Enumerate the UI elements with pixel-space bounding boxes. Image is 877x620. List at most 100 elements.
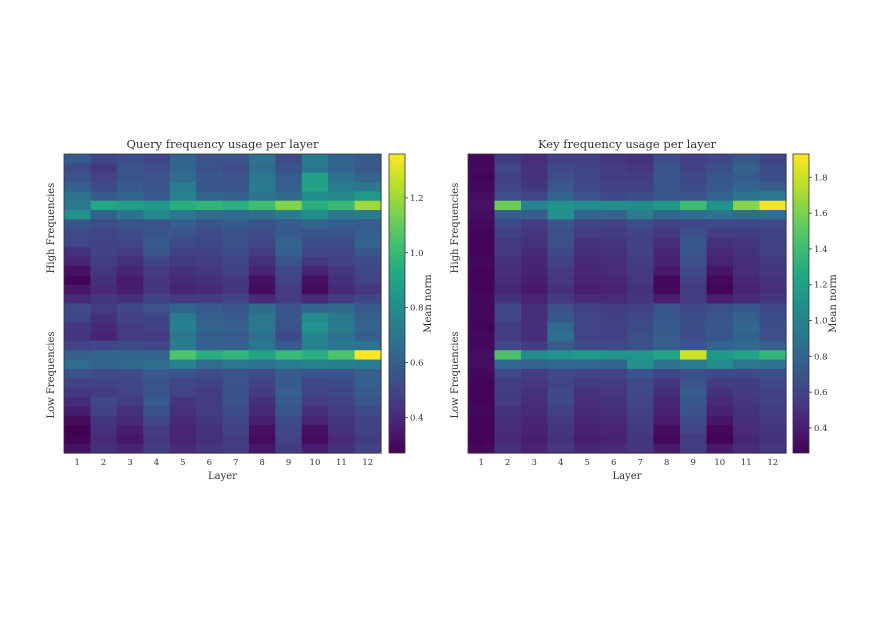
heatmap-cell-r8-c3 <box>547 228 575 239</box>
heatmap-cell-r23-c0 <box>468 368 496 379</box>
heatmap-cell-r29-c1 <box>494 424 522 435</box>
heatmap-cell-r25-c9 <box>706 387 734 398</box>
heatmap-cell-r4-c4 <box>574 191 602 202</box>
heatmap-cell-r24-c10 <box>733 378 761 389</box>
heatmap-cell-r22-c9 <box>301 359 329 370</box>
heatmap-cell-r28-c5 <box>600 415 628 426</box>
x-tick-label: 12 <box>362 458 373 468</box>
heatmap-cell-r21-c2 <box>116 350 144 361</box>
heatmap-cell-r0-c11 <box>354 154 382 164</box>
heatmap-cell-r9-c1 <box>494 238 522 249</box>
heatmap-cell-r22-c9 <box>706 359 734 370</box>
heatmap-cell-r21-c9 <box>301 350 329 361</box>
heatmap-cell-r24-c11 <box>354 378 382 389</box>
heatmap-cell-r23-c2 <box>116 368 144 379</box>
heatmap-cell-r3-c9 <box>301 182 329 192</box>
heatmap-cell-r1-c9 <box>706 163 734 174</box>
heatmap-cell-r12-c3 <box>547 266 575 277</box>
heatmap-cell-r23-c4 <box>169 368 197 379</box>
heatmap-cell-r1-c5 <box>600 163 628 174</box>
heatmap-cell-r14-c11 <box>759 284 787 295</box>
heatmap-cell-r13-c4 <box>574 275 602 286</box>
heatmap-cell-r17-c1 <box>494 312 522 323</box>
heatmap-cell-r21-c6 <box>222 350 250 361</box>
heatmap-cell-r23-c3 <box>143 368 171 379</box>
heatmap-cell-r7-c6 <box>222 219 250 230</box>
heatmap-cell-r2-c9 <box>706 172 734 183</box>
heatmap-cell-r3-c5 <box>600 182 628 192</box>
heatmap-cell-r29-c7 <box>653 424 681 435</box>
heatmap-cell-r28-c11 <box>354 415 382 426</box>
heatmap-cell-r2-c2 <box>116 172 144 183</box>
heatmap-cell-r25-c10 <box>733 387 761 398</box>
heatmap-cell-r0-c8 <box>275 154 303 164</box>
heatmap-cell-r14-c6 <box>627 284 655 295</box>
heatmap-cell-r26-c4 <box>574 396 602 407</box>
heatmap-cell-r12-c8 <box>275 266 303 277</box>
heatmap-cell-r19-c8 <box>275 331 303 342</box>
heatmap-cell-r8-c11 <box>759 228 787 239</box>
heatmap-cell-r5-c6 <box>627 200 655 211</box>
heatmap-cell-r23-c5 <box>196 368 224 379</box>
heatmap-cell-r23-c1 <box>90 368 118 379</box>
heatmap-cell-r11-c2 <box>116 256 144 267</box>
heatmap-cell-r7-c0 <box>468 219 496 230</box>
heatmap-cell-r16-c7 <box>248 303 276 314</box>
heatmap-cell-r31-c2 <box>116 443 144 454</box>
heatmap-cell-r30-c0 <box>64 434 92 445</box>
heatmap-cell-r15-c10 <box>733 294 761 305</box>
heatmap-cell-r23-c9 <box>706 368 734 379</box>
heatmap-cell-r24-c7 <box>248 378 276 389</box>
heatmap-cell-r2-c1 <box>494 172 522 183</box>
heatmap-cell-r12-c1 <box>90 266 118 277</box>
heatmap-cell-r19-c1 <box>494 331 522 342</box>
heatmap-cell-r17-c10 <box>328 312 356 323</box>
heatmap-cell-r14-c1 <box>90 284 118 295</box>
heatmap-cell-r9-c9 <box>706 238 734 249</box>
heatmap-cell-r28-c5 <box>196 415 224 426</box>
heatmap-cell-r5-c9 <box>301 200 329 211</box>
heatmap-cell-r14-c5 <box>196 284 224 295</box>
heatmap-cell-r27-c8 <box>275 406 303 417</box>
heatmap-cell-r9-c4 <box>574 238 602 249</box>
heatmap-cell-r28-c6 <box>627 415 655 426</box>
heatmap-cell-r24-c2 <box>521 378 549 389</box>
heatmap-cell-r2-c4 <box>169 172 197 183</box>
heatmap-cell-r10-c7 <box>248 247 276 258</box>
heatmap-cell-r3-c6 <box>627 182 655 192</box>
heatmap-cell-r4-c10 <box>733 191 761 202</box>
heatmap-cell-r14-c0 <box>468 284 496 295</box>
x-tick-label: 10 <box>310 458 321 468</box>
heatmap-cell-r19-c6 <box>627 331 655 342</box>
heatmap-cell-r20-c1 <box>90 340 118 351</box>
heatmap-cell-r18-c3 <box>547 322 575 333</box>
heatmap-cell-r27-c7 <box>248 406 276 417</box>
heatmap-cell-r1-c9 <box>301 163 329 174</box>
heatmap-cell-r24-c6 <box>222 378 250 389</box>
heatmap-cell-r11-c1 <box>494 256 522 267</box>
heatmap-cell-r15-c9 <box>706 294 734 305</box>
heatmap-cell-r26-c8 <box>680 396 708 407</box>
colorbar-tick-label: 1.0 <box>814 317 828 327</box>
heatmap-cell-r21-c11 <box>759 350 787 361</box>
heatmap-cell-r22-c5 <box>196 359 224 370</box>
heatmap-cell-r5-c3 <box>143 200 171 211</box>
heatmap-cell-r10-c0 <box>468 247 496 258</box>
heatmap-cell-r14-c5 <box>600 284 628 295</box>
heatmap-cell-r4-c9 <box>706 191 734 202</box>
heatmap-cell-r17-c5 <box>196 312 224 323</box>
heatmap-cell-r16-c1 <box>90 303 118 314</box>
heatmap-cell-r25-c1 <box>494 387 522 398</box>
heatmap-cell-r2-c2 <box>521 172 549 183</box>
heatmap-cell-r26-c11 <box>759 396 787 407</box>
heatmap-cell-r2-c8 <box>680 172 708 183</box>
heatmap-cell-r24-c6 <box>627 378 655 389</box>
heatmap-cell-r2-c5 <box>600 172 628 183</box>
heatmap-cell-r15-c5 <box>196 294 224 305</box>
heatmap-cell-r29-c0 <box>468 424 496 435</box>
heatmap-cell-r2-c0 <box>468 172 496 183</box>
heatmap-cell-r15-c7 <box>653 294 681 305</box>
heatmap-cell-r27-c0 <box>468 406 496 417</box>
heatmap-cell-r13-c8 <box>275 275 303 286</box>
heatmap-cell-r7-c7 <box>653 219 681 230</box>
